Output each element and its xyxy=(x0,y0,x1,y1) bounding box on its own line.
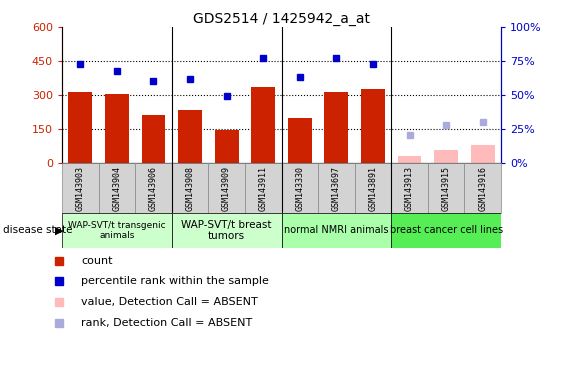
Text: GSM143697: GSM143697 xyxy=(332,166,341,211)
Text: GSM143913: GSM143913 xyxy=(405,166,414,211)
Title: GDS2514 / 1425942_a_at: GDS2514 / 1425942_a_at xyxy=(193,12,370,26)
Bar xyxy=(172,163,208,213)
Bar xyxy=(355,163,391,213)
Bar xyxy=(178,110,202,163)
Text: normal NMRI animals: normal NMRI animals xyxy=(284,225,388,235)
Text: breast cancer cell lines: breast cancer cell lines xyxy=(390,225,503,235)
Bar xyxy=(282,213,391,248)
Text: GSM143904: GSM143904 xyxy=(113,166,121,211)
Bar xyxy=(141,116,166,163)
Bar xyxy=(245,163,282,213)
Bar xyxy=(324,92,348,163)
Text: GSM143916: GSM143916 xyxy=(479,166,487,211)
Bar xyxy=(208,163,245,213)
Bar xyxy=(428,163,464,213)
Bar xyxy=(434,150,458,163)
Bar xyxy=(464,163,501,213)
Text: GSM143915: GSM143915 xyxy=(442,166,450,211)
Text: ▶: ▶ xyxy=(55,225,64,235)
Bar xyxy=(397,156,422,163)
Bar xyxy=(282,163,318,213)
Text: GSM143909: GSM143909 xyxy=(222,166,231,211)
Bar xyxy=(391,163,428,213)
Text: disease state: disease state xyxy=(3,225,72,235)
Bar xyxy=(361,89,385,163)
Text: percentile rank within the sample: percentile rank within the sample xyxy=(82,276,269,286)
Text: value, Detection Call = ABSENT: value, Detection Call = ABSENT xyxy=(82,297,258,307)
Text: GSM143330: GSM143330 xyxy=(296,166,304,211)
Bar xyxy=(391,213,501,248)
Bar xyxy=(318,163,355,213)
Text: GSM143911: GSM143911 xyxy=(259,166,267,211)
Bar xyxy=(68,92,92,163)
Bar xyxy=(105,94,129,163)
Bar xyxy=(471,145,495,163)
Text: WAP-SVT/t breast
tumors: WAP-SVT/t breast tumors xyxy=(181,220,272,241)
Text: count: count xyxy=(82,256,113,266)
Bar xyxy=(251,87,275,163)
Text: GSM143908: GSM143908 xyxy=(186,166,194,211)
Bar xyxy=(135,163,172,213)
Bar xyxy=(288,118,312,163)
Text: GSM143891: GSM143891 xyxy=(369,166,377,211)
Bar xyxy=(62,213,172,248)
Bar xyxy=(99,163,135,213)
Text: rank, Detection Call = ABSENT: rank, Detection Call = ABSENT xyxy=(82,318,253,328)
Text: GSM143906: GSM143906 xyxy=(149,166,158,211)
Bar xyxy=(215,130,239,163)
Bar xyxy=(172,213,282,248)
Text: WAP-SVT/t transgenic
animals: WAP-SVT/t transgenic animals xyxy=(68,221,166,240)
Bar xyxy=(62,163,99,213)
Text: GSM143903: GSM143903 xyxy=(76,166,84,211)
